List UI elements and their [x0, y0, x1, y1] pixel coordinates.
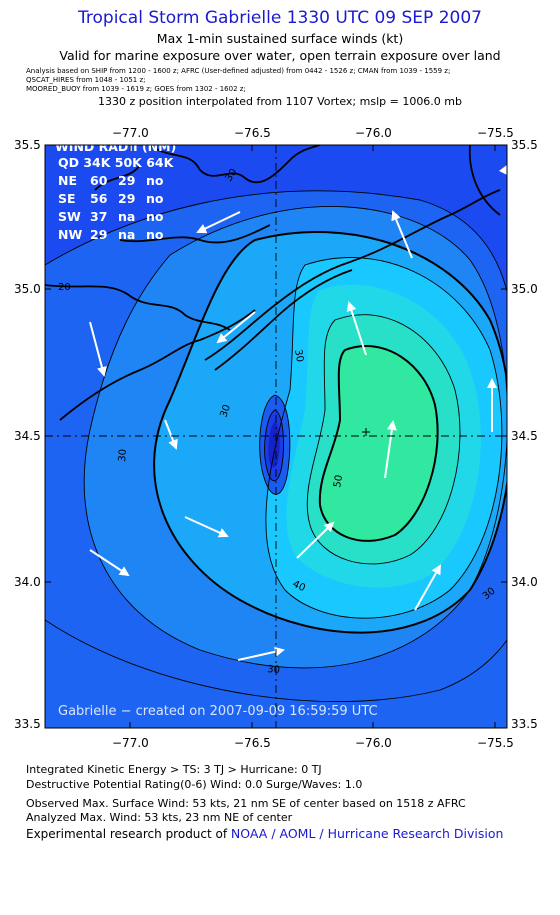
observed-max-wind: Observed Max. Surface Wind: 53 kts, 21 n…	[26, 797, 466, 810]
wind-radii-row: NE 60 29 no	[58, 173, 164, 188]
lat-tick-label: 33.5	[14, 717, 41, 731]
svg-text:NW: NW	[58, 227, 82, 242]
contour-lines	[45, 190, 507, 702]
wind-band-50	[319, 346, 438, 541]
map-subtitle: Max 1-min sustained surface winds (kt)	[156, 31, 404, 46]
lat-tick-label: 35.5	[511, 138, 538, 152]
credit-organization[interactable]: NOAA / AOML / Hurricane Research Divisio…	[230, 826, 504, 841]
svg-text:60: 60	[90, 173, 108, 188]
creation-watermark: Gabrielle − created on 2007-09-09 16:59:…	[58, 704, 378, 719]
credit-line: Experimental research product of NOAA / …	[26, 826, 503, 841]
svg-text:no: no	[146, 191, 164, 206]
dpr-line: Destructive Potential Rating(0-6) Wind: …	[26, 778, 363, 791]
lat-tick-label: 35.0	[14, 282, 41, 296]
analysis-line: Analysis based on SHIP from 1200 - 1600 …	[26, 67, 451, 75]
contour-label: 50	[332, 474, 345, 488]
contour-label: 40	[291, 579, 307, 594]
wind-radii-header: QD 34K 50K 64K	[58, 155, 175, 170]
wind-radii-row: SW 37 na no	[58, 209, 164, 224]
analysis-line: QSCAT_HIRES from 1048 - 1051 z;	[26, 76, 146, 84]
svg-text:29: 29	[118, 191, 135, 206]
svg-text:29: 29	[90, 227, 107, 242]
contour-label: 30	[267, 664, 281, 676]
lon-tick-label: −76.5	[234, 736, 271, 750]
contour-label: 30	[218, 403, 233, 419]
contour-lines-bold	[153, 230, 507, 634]
lat-tick-label: 34.0	[14, 575, 41, 589]
lat-tick-label: 33.5	[511, 717, 538, 731]
svg-text:29: 29	[118, 173, 135, 188]
svg-text:SE: SE	[58, 191, 76, 206]
svg-text:na: na	[118, 227, 135, 242]
contour-label-group: 30 20 30 30 30 40 50 30 30	[58, 167, 498, 676]
lon-tick-label: −77.0	[112, 126, 149, 140]
svg-text:SW: SW	[58, 209, 81, 224]
wind-field: 30 20 30 30 30 40 50 30 30 Gabrielle − c…	[45, 139, 507, 728]
contour-label: 30	[117, 449, 129, 463]
lon-tick-label: −75.5	[477, 736, 514, 750]
wind-radii-row: NW 29 na no	[58, 227, 164, 242]
credit-prefix: Experimental research product of	[26, 827, 231, 841]
contour-label: 30	[292, 349, 305, 363]
lat-tick-label: 34.5	[14, 429, 41, 443]
svg-text:56: 56	[90, 191, 108, 206]
ike-line: Integrated Kinetic Energy > TS: 3 TJ > H…	[26, 763, 322, 776]
wind-vectors	[89, 164, 507, 661]
svg-text:na: na	[118, 209, 135, 224]
lat-tick-label: 34.0	[511, 575, 538, 589]
lon-tick-label: −76.5	[234, 126, 271, 140]
svg-text:no: no	[146, 173, 164, 188]
coastline	[45, 145, 501, 421]
lat-tick-label: 35.0	[511, 282, 538, 296]
validity-note: Valid for marine exposure over water, op…	[59, 48, 501, 63]
contour-label: 20	[58, 282, 71, 293]
position-note: 1330 z position interpolated from 1107 V…	[97, 95, 462, 108]
center-crosshair	[45, 145, 507, 728]
lon-tick-label: −76.0	[355, 126, 392, 140]
max-wind-marker	[362, 428, 370, 436]
analyzed-max-wind: Analyzed Max. Wind: 53 kts, 23 nm NE of …	[26, 811, 293, 824]
wind-radii-table: WIND RADII (NM) QD 34K 50K 64K NE 60 29 …	[55, 139, 176, 242]
analysis-line: MOORED_BUOY from 1039 - 1619 z; GOES fro…	[26, 85, 246, 93]
svg-text:37: 37	[90, 209, 107, 224]
svg-text:no: no	[146, 227, 164, 242]
wind-radii-title: WIND RADII (NM)	[55, 139, 176, 154]
map-title: Tropical Storm Gabrielle 1330 UTC 09 SEP…	[78, 8, 482, 28]
lon-tick-label: −76.0	[355, 736, 392, 750]
core-band-3	[268, 422, 280, 468]
lon-tick-label: −77.0	[112, 736, 149, 750]
lon-tick-label: −75.5	[477, 126, 514, 140]
lat-tick-label: 35.5	[14, 138, 41, 152]
lat-tick-label: 34.5	[511, 429, 538, 443]
svg-text:no: no	[146, 209, 164, 224]
axis-ticks	[45, 145, 507, 728]
wind-radii-row: SE 56 29 no	[58, 191, 164, 206]
svg-text:NE: NE	[58, 173, 77, 188]
